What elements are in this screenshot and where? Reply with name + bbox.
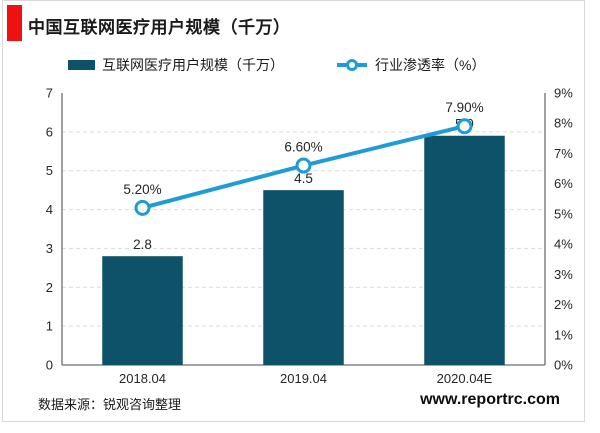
left-axis-tick: 5 [46,163,53,178]
bar-2019.04 [263,190,344,365]
bar-swatch-icon [68,60,95,70]
chart-legend: 互联网医疗用户规模（千万） 行业渗透率（%） [0,53,600,77]
left-axis-tick: 2 [46,280,53,295]
bar-2020.04E [424,135,505,365]
x-axis-category-label: 2018.04 [119,371,166,386]
website-link[interactable]: www.reportrc.com [420,391,560,408]
bar-value-label: 2.8 [133,237,152,252]
x-axis-category-label: 2020.04E [437,371,493,386]
left-axis-tick: 7 [46,86,53,101]
left-axis-tick: 1 [46,319,53,334]
left-axis-tick: 4 [46,202,53,217]
x-axis-category-label: 2019.04 [280,371,327,386]
line-value-label: 5.20% [123,182,161,197]
line-circle-swatch-icon [336,58,368,72]
line-marker [456,118,473,135]
right-axis-tick: 1% [554,327,573,342]
bar-2018.04 [102,256,183,365]
legend-item-penetration: 行业渗透率（%） [336,53,485,77]
line-value-label: 7.90% [445,100,483,115]
right-axis-tick: 9% [554,86,573,101]
left-axis-tick: 3 [46,241,53,256]
legend-label-users: 互联网医疗用户规模（千万） [102,57,284,73]
right-axis-tick: 8% [554,116,573,131]
legend-label-penetration: 行业渗透率（%） [375,57,486,73]
page-title: 中国互联网医疗用户规模（千万） [28,18,291,37]
bar-value-label: 4.5 [294,171,313,186]
line-marker [134,199,151,216]
right-axis-tick: 7% [554,146,573,161]
line-marker [295,157,312,174]
data-source-note: 数据来源：锐观咨询整理 [38,397,182,412]
left-axis-tick: 6 [46,124,53,139]
right-axis-tick: 6% [554,176,573,191]
right-axis-tick: 2% [554,297,573,312]
legend-item-users: 互联网医疗用户规模（千万） [68,53,284,77]
right-axis-tick: 5% [554,206,573,221]
left-axis-tick: 0 [46,358,53,373]
title-accent-bar [7,5,22,41]
right-axis-tick: 3% [554,267,573,282]
line-value-label: 6.60% [284,140,322,155]
right-axis-tick: 0% [554,358,573,373]
right-axis-tick: 4% [554,237,573,252]
